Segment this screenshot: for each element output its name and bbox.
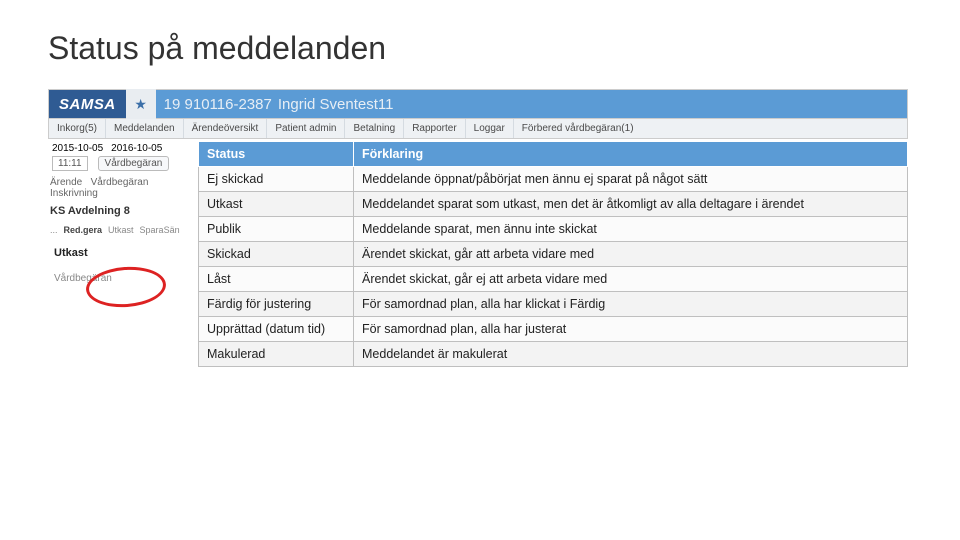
cell-explanation: Meddelandet är makulerat [354,342,908,367]
table-row: UtkastMeddelandet sparat som utkast, men… [199,192,908,217]
screenshot-region: SAMSA ★ 19 910116-2387 Ingrid Sventest11… [48,89,908,367]
star-icon[interactable]: ★ [126,89,156,119]
cell-explanation: Meddelande sparat, men ännu inte skickat [354,217,908,242]
cell-explanation: Meddelandet sparat som utkast, men det ä… [354,192,908,217]
cell-explanation: Ärendet skickat, går ej att arbeta vidar… [354,267,908,292]
cell-status: Ej skickad [199,167,354,192]
cell-status: Publik [199,217,354,242]
menu-item-patientadmin[interactable]: Patient admin [267,119,345,138]
cell-status: Låst [199,267,354,292]
menu-item-forbered[interactable]: Förbered vårdbegäran(1) [514,119,642,138]
table-row: LåstÄrendet skickat, går ej att arbeta v… [199,267,908,292]
arende-label: Ärende [50,177,82,188]
arende-val1: Vårdbegäran [91,177,149,188]
th-status: Status [199,142,354,167]
table-row: SkickadÄrendet skickat, går att arbeta v… [199,242,908,267]
menu-item-rapporter[interactable]: Rapporter [404,119,465,138]
cell-explanation: För samordnad plan, alla har klickat i F… [354,292,908,317]
date-start: 2015-10-05 [52,143,103,154]
table-row: MakuleradMeddelandet är makulerat [199,342,908,367]
menu-item-inkorg[interactable]: Inkorg(5) [49,119,106,138]
avdelning-label: KS Avdelning 8 [48,203,198,223]
pill-vardbegaran[interactable]: Vårdbegäran [98,156,170,171]
cell-status: Skickad [199,242,354,267]
tool-utkast[interactable]: Utkast [108,225,134,235]
cell-status: Utkast [199,192,354,217]
menu-bar: Inkorg(5) Meddelanden Ärendeöversikt Pat… [48,119,908,139]
table-row: Upprättad (datum tid)För samordnad plan,… [199,317,908,342]
menu-item-loggar[interactable]: Loggar [466,119,514,138]
vardbegaran-label: Vårdbegäran [54,273,192,284]
status-table: Status Förklaring Ej skickadMeddelande ö… [198,141,908,367]
brand-logo: SAMSA [49,90,126,118]
cell-status: Upprättad (datum tid) [199,317,354,342]
table-row: Färdig för justeringFör samordnad plan, … [199,292,908,317]
app-bar: SAMSA ★ 19 910116-2387 Ingrid Sventest11 [48,89,908,119]
time-box[interactable]: 11:11 [52,156,88,171]
tool-more[interactable]: ... [50,225,58,235]
sidebar: 2015-10-05 2016-10-05 11:11 Vårdbegäran … [48,141,198,367]
cell-status: Makulerad [199,342,354,367]
page-title: Status på meddelanden [48,30,912,67]
th-explanation: Förklaring [354,142,908,167]
cell-explanation: Ärendet skickat, går att arbeta vidare m… [354,242,908,267]
table-row: Ej skickadMeddelande öppnat/påbörjat men… [199,167,908,192]
patient-id: 19 910116-2387 [156,96,272,113]
cell-explanation: För samordnad plan, alla har justerat [354,317,908,342]
cell-status: Färdig för justering [199,292,354,317]
status-utkast-label: Utkast [54,247,192,259]
toolbar: ... Red.gera Utkast SparaSän [48,223,198,237]
cell-explanation: Meddelande öppnat/påbörjat men ännu ej s… [354,167,908,192]
menu-item-betalning[interactable]: Betalning [345,119,404,138]
tool-redigera[interactable]: Red.gera [64,225,103,235]
date-end: 2016-10-05 [111,143,162,154]
tool-spara[interactable]: SparaSän [140,225,180,235]
menu-item-meddelanden[interactable]: Meddelanden [106,119,184,138]
arende-val2: Inskrivning [50,188,98,199]
patient-name: Ingrid Sventest11 [272,96,394,113]
table-row: PublikMeddelande sparat, men ännu inte s… [199,217,908,242]
menu-item-arendeoversikt[interactable]: Ärendeöversikt [184,119,268,138]
